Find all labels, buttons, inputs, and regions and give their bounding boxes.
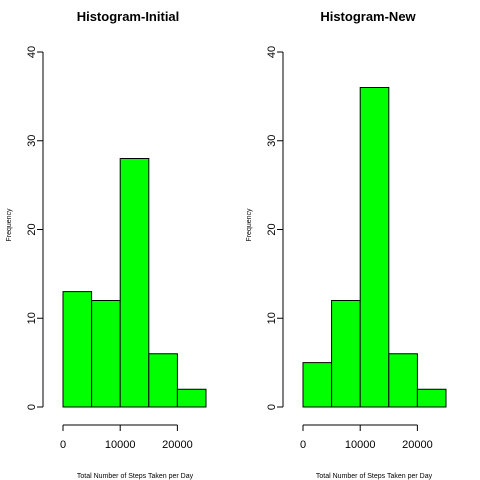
y-tick-label: 10 (266, 312, 278, 324)
x-tick-label: 10000 (345, 439, 376, 451)
y-tick-label: 10 (26, 312, 38, 324)
chart-title: Histogram-New (320, 9, 416, 24)
histogram-panel-2: Histogram-New 0 10 20 30 40 0 10000 20000 Total N… (246, 9, 447, 480)
y-tick-label: 40 (26, 46, 38, 58)
histogram-bar (119, 158, 150, 408)
x-axis-label: Total Number of Steps Taken per Day (77, 473, 194, 480)
histogram-bar (359, 87, 390, 408)
y-tick-label: 30 (26, 135, 38, 147)
histogram-bar (62, 291, 93, 408)
x-tick-label: 0 (60, 439, 66, 451)
histogram-panel-1: Histogram-Initial 0 10 20 30 40 0 10000 20000 Tot… (6, 9, 207, 480)
x-tick-label: 20000 (162, 439, 193, 451)
y-tick-label: 20 (266, 223, 278, 235)
chart-title: Histogram-Initial (77, 9, 180, 24)
x-axis: 0 10000 20000 (60, 424, 193, 451)
y-tick-label: 30 (266, 135, 278, 147)
histogram-bar (388, 353, 418, 408)
y-tick-label: 0 (26, 404, 38, 410)
histogram-bar (176, 388, 207, 408)
y-tick-label: 20 (26, 223, 38, 235)
histogram-bar (302, 362, 333, 408)
y-axis-label: Frequency (246, 208, 253, 242)
histogram-bar (331, 300, 361, 408)
histogram-bar (148, 353, 178, 408)
x-tick-label: 0 (300, 439, 306, 451)
histogram-bar (416, 388, 447, 408)
x-axis-label: Total Number of Steps Taken per Day (316, 473, 433, 480)
x-tick-label: 10000 (105, 439, 136, 451)
x-axis: 0 10000 20000 (300, 424, 433, 451)
histogram-bar (91, 300, 121, 408)
x-tick-label: 20000 (402, 439, 433, 451)
y-axis: 0 10 20 30 40 (266, 46, 284, 410)
y-tick-label: 40 (266, 46, 278, 58)
y-tick-label: 0 (266, 404, 278, 410)
y-axis-label: Frequency (6, 208, 13, 242)
y-axis: 0 10 20 30 40 (26, 46, 44, 410)
